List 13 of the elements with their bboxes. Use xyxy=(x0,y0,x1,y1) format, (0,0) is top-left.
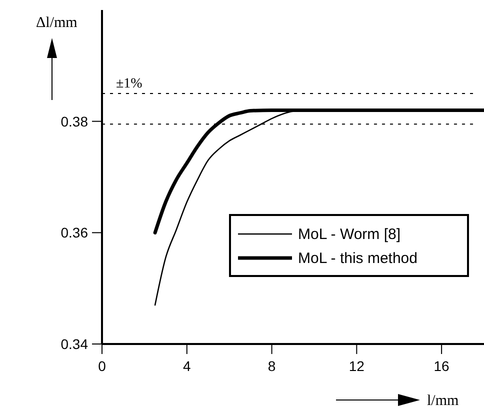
y-tick-label: 0.38 xyxy=(60,113,88,130)
y-axis-title: Δl/mm xyxy=(36,15,78,31)
annotation: ±1% xyxy=(116,76,143,92)
x-axis-title: l/mm xyxy=(427,393,459,409)
legend-label: MoL - this method xyxy=(298,250,418,267)
x-tick-label: 16 xyxy=(434,358,450,374)
x-tick-label: 12 xyxy=(348,358,365,374)
y-tick-label: 0.34 xyxy=(60,336,88,352)
y-tick-label: 0.36 xyxy=(60,224,88,241)
x-tick-label: 0 xyxy=(98,358,106,374)
x-tick-label: 4 xyxy=(182,358,191,374)
x-tick-label: 8 xyxy=(268,358,276,374)
legend-label: MoL - Worm [8] xyxy=(298,226,401,243)
